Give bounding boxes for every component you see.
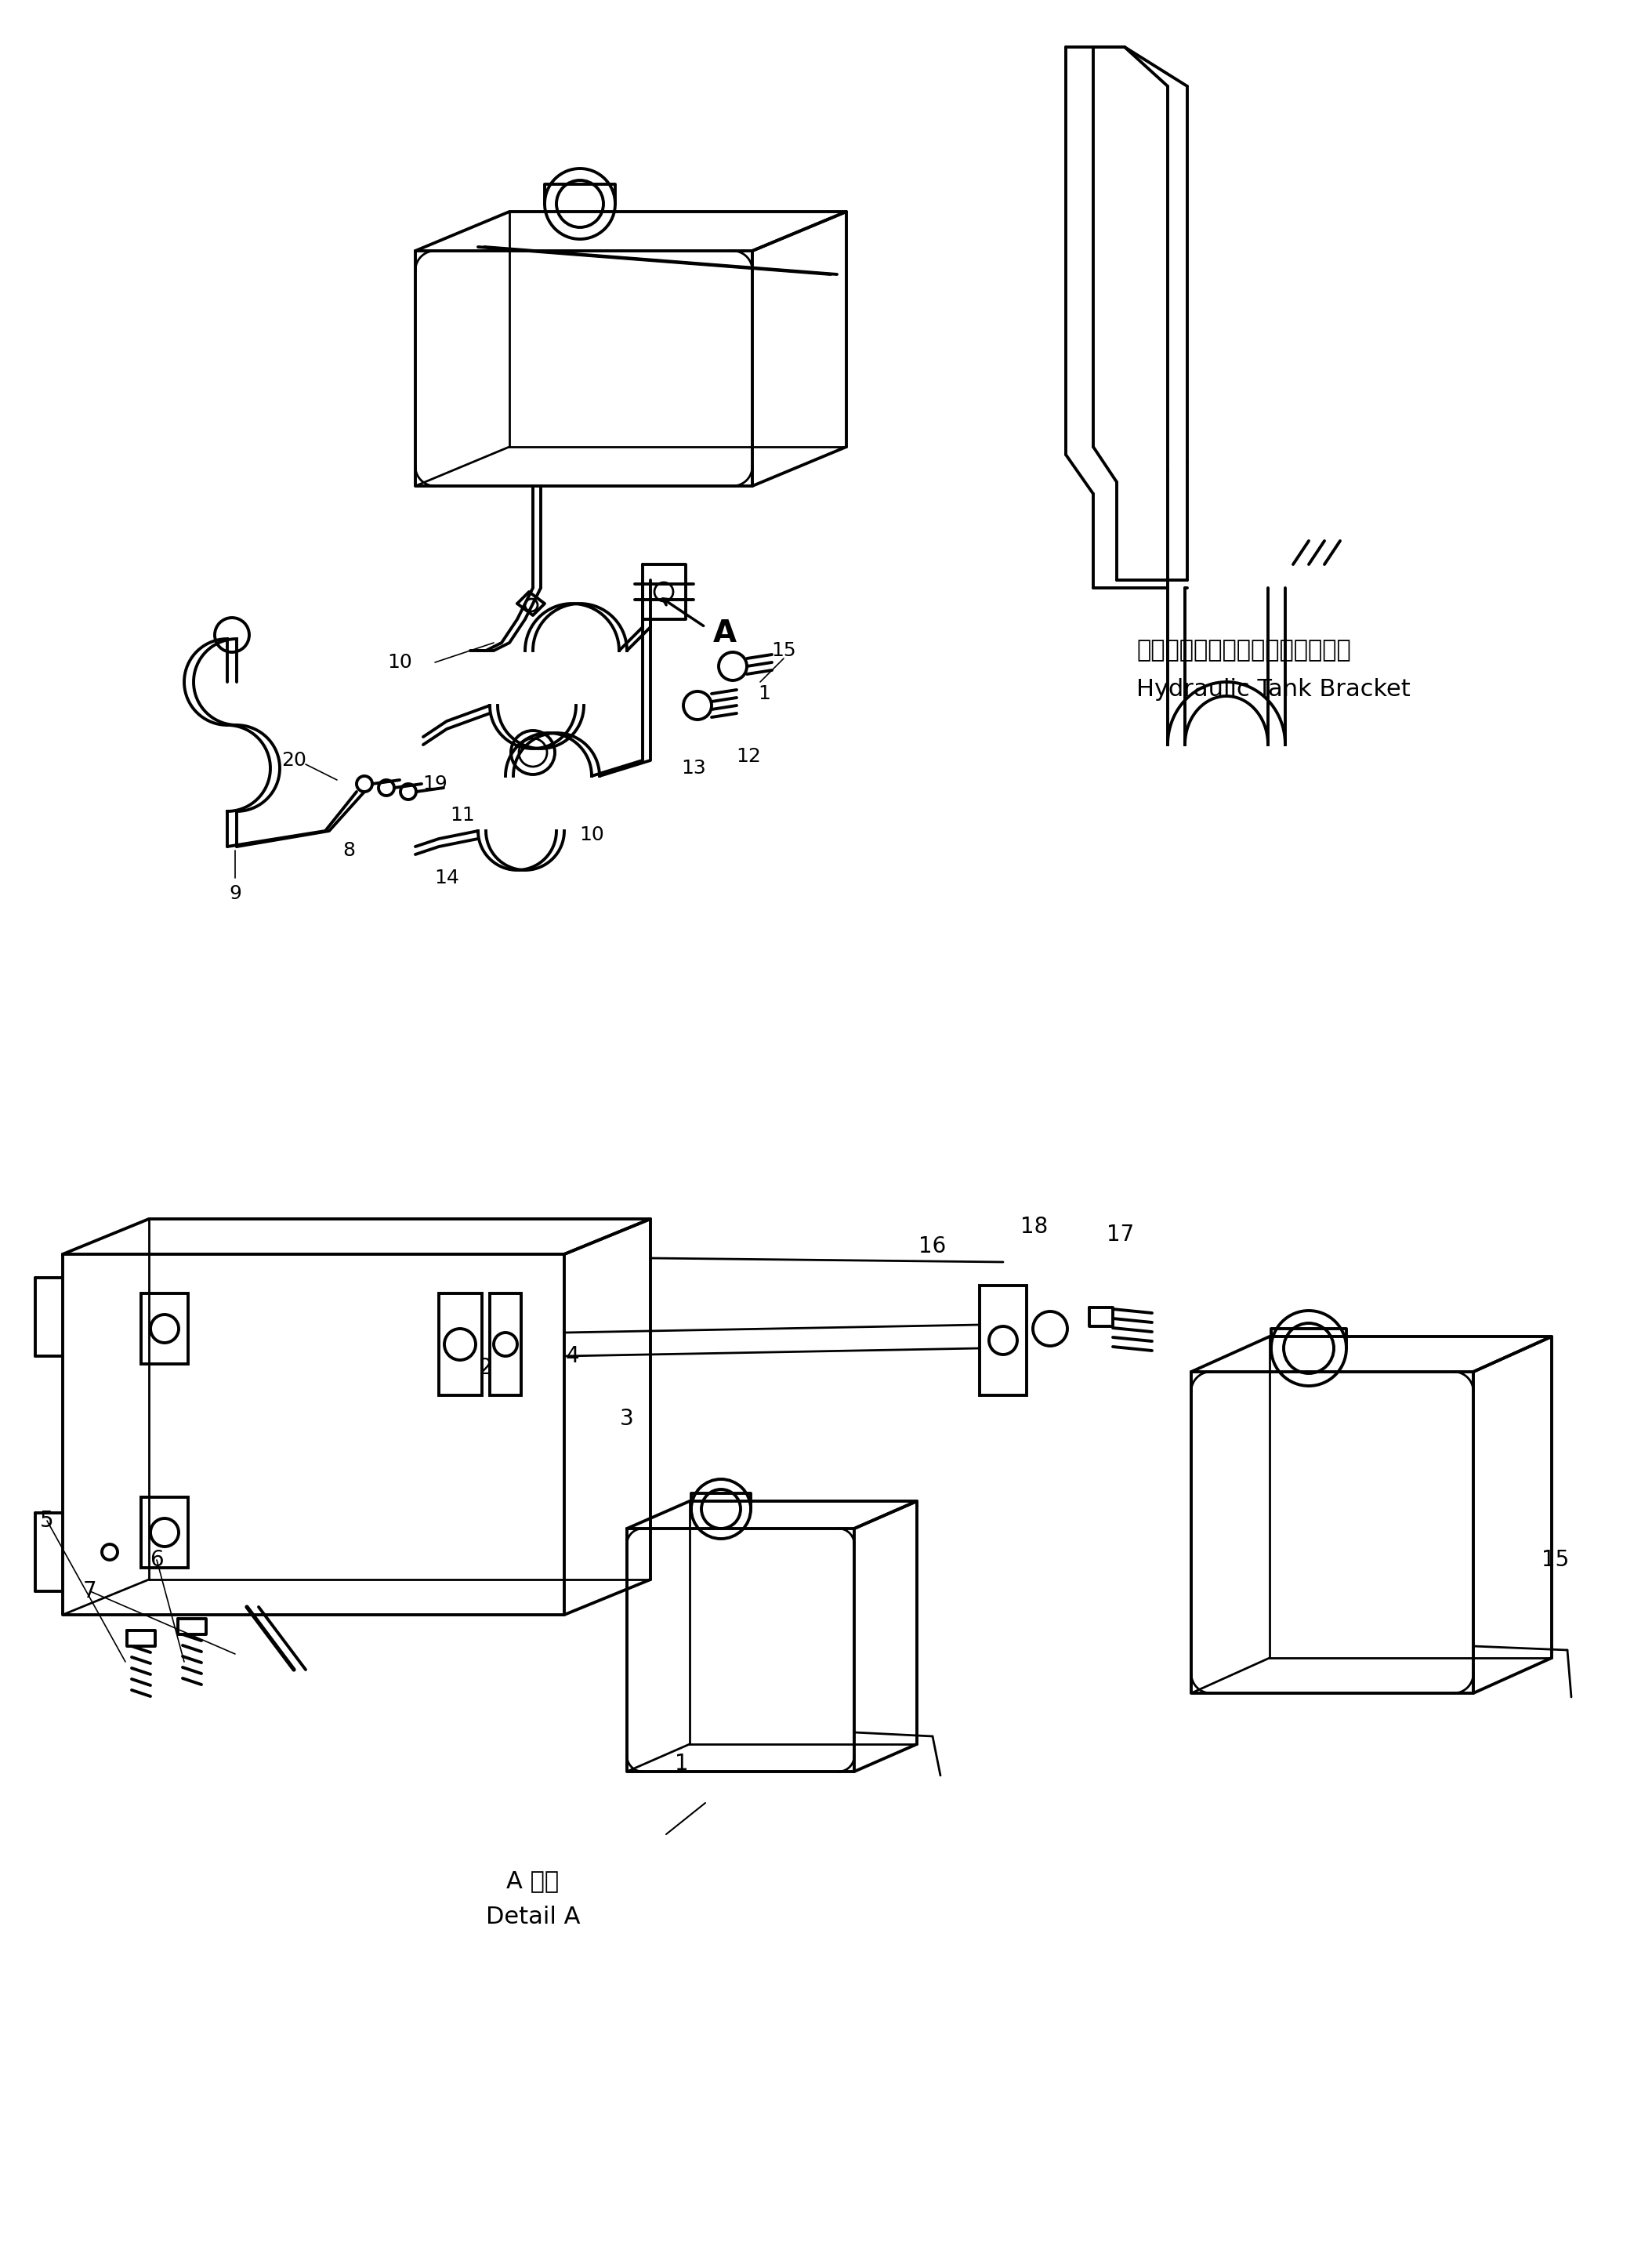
Text: 6: 6 (150, 1550, 164, 1570)
Text: 19: 19 (423, 774, 448, 794)
Text: 11: 11 (449, 805, 474, 826)
Text: A 詳細: A 詳細 (507, 1870, 560, 1893)
Text: 9: 9 (230, 884, 241, 902)
Text: A: A (714, 618, 737, 647)
Text: 15: 15 (771, 641, 796, 661)
Text: 14: 14 (434, 869, 459, 887)
Circle shape (1270, 1311, 1346, 1385)
Bar (980, 1286, 1026, 1394)
Text: 10: 10 (387, 652, 411, 672)
Text: 5: 5 (40, 1509, 55, 1532)
Text: 4: 4 (565, 1345, 578, 1367)
Circle shape (545, 169, 615, 239)
Text: 15: 15 (1541, 1550, 1569, 1570)
Text: 3: 3 (620, 1408, 634, 1430)
Text: 12: 12 (735, 747, 762, 765)
Bar (140, 1293, 188, 1365)
Text: 2: 2 (479, 1356, 492, 1378)
Text: 7: 7 (83, 1579, 97, 1602)
Text: 20: 20 (281, 751, 306, 769)
Text: Hydraulic Tank Bracket: Hydraulic Tank Bracket (1137, 679, 1411, 702)
Text: 16: 16 (919, 1236, 947, 1257)
Text: 1: 1 (758, 684, 770, 704)
Text: ハイドロリックタンクブラケット: ハイドロリックタンクブラケット (1137, 638, 1351, 661)
Text: 10: 10 (580, 826, 605, 844)
Text: 13: 13 (681, 758, 705, 778)
Text: 1: 1 (676, 1753, 689, 1775)
Text: 18: 18 (1021, 1216, 1049, 1239)
Bar (489, 1293, 520, 1394)
Text: 17: 17 (1107, 1223, 1135, 1245)
Bar (140, 1498, 188, 1568)
Text: 8: 8 (342, 841, 355, 860)
Circle shape (691, 1480, 750, 1539)
Bar (439, 1293, 482, 1394)
Text: Detail A: Detail A (486, 1906, 580, 1929)
